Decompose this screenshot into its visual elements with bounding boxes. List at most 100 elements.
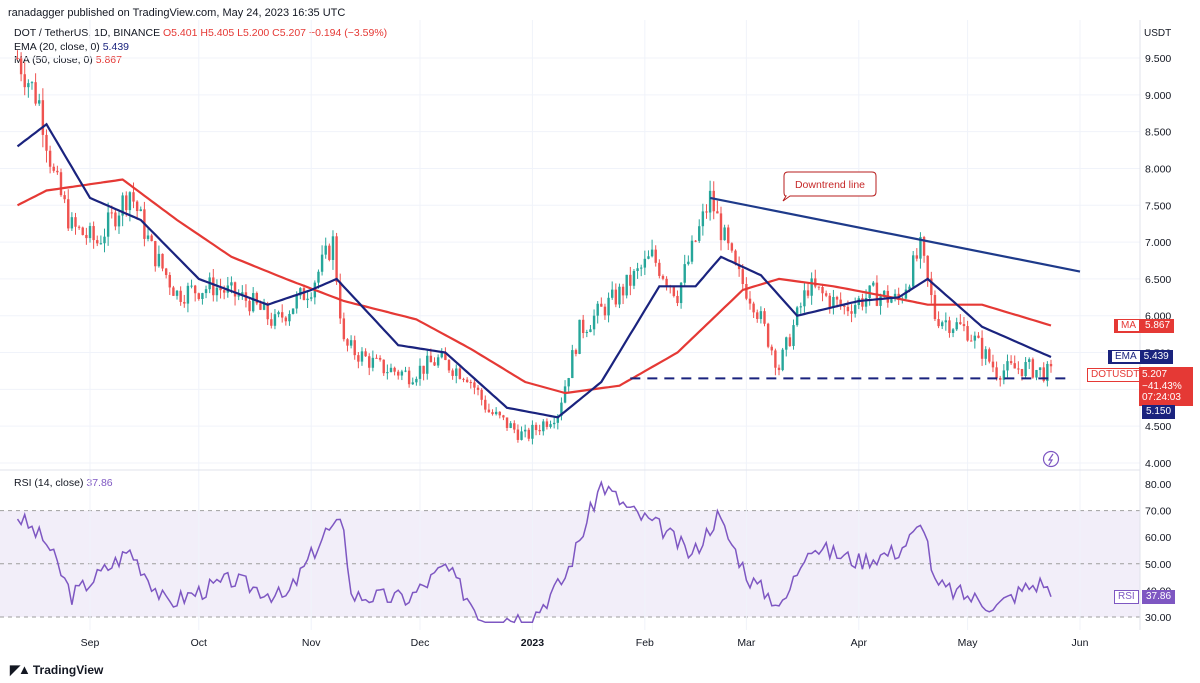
candle-body — [893, 293, 897, 300]
candle-body — [970, 340, 973, 342]
candle-body — [92, 226, 95, 241]
candle-body — [552, 422, 556, 425]
candle-body — [930, 278, 933, 296]
rsi-tick-label: 80.00 — [1145, 479, 1171, 491]
legend-symbol: DOT / TetherUS, 1D, BINANCE — [14, 27, 161, 39]
rsi-tick-label: 60.00 — [1145, 532, 1171, 544]
candle-body — [1020, 368, 1024, 377]
candle-body — [872, 282, 875, 286]
candle-body — [273, 314, 277, 326]
tradingview-logo[interactable]: ◤▲ TradingView — [10, 662, 103, 678]
candle-body — [219, 287, 222, 291]
candle-body — [52, 166, 55, 171]
legend-ema-value: 5.439 — [102, 40, 129, 53]
ema-tag-label: EMA — [1112, 351, 1140, 362]
time-tick-label: Nov — [302, 637, 321, 649]
candle-body — [38, 100, 41, 104]
candle-body — [574, 350, 578, 354]
rsi-tag-label: RSI — [1114, 590, 1139, 604]
candle-body — [81, 227, 84, 235]
candle-body — [926, 255, 929, 279]
candle-body — [502, 415, 505, 418]
candle-body — [806, 290, 810, 296]
candle-body — [810, 278, 813, 296]
candle-body — [770, 346, 773, 351]
candle-body — [320, 254, 324, 272]
candle-body — [911, 255, 915, 287]
candle-body — [864, 298, 868, 307]
candle-body — [106, 212, 110, 237]
candle-body — [34, 82, 37, 104]
candle-body — [121, 195, 124, 216]
candle-body — [179, 290, 182, 302]
candle-body — [324, 245, 327, 255]
candle-body — [349, 340, 353, 346]
candle-body — [687, 261, 690, 265]
candle-body — [563, 386, 567, 403]
price-tick-label: 7.500 — [1145, 200, 1171, 212]
time-tick-label: Mar — [737, 637, 756, 649]
candle-body — [157, 253, 161, 267]
rsi-legend-label: RSI (14, close) — [14, 477, 84, 489]
candle-body — [132, 192, 135, 202]
candle-body — [277, 312, 280, 315]
candle-body — [629, 274, 632, 286]
candle-body — [792, 325, 795, 346]
candle-body — [676, 295, 679, 304]
candle-body — [679, 282, 683, 304]
price-tick-label: 7.000 — [1145, 237, 1171, 249]
candle-body — [712, 190, 715, 212]
candle-body — [937, 319, 940, 327]
candle-body — [545, 421, 549, 427]
candle-body — [1038, 367, 1042, 371]
symbol-price: 5.207 — [1142, 369, 1168, 380]
candle-body — [741, 269, 744, 285]
candle-body — [16, 58, 19, 59]
candle-body — [640, 267, 643, 269]
candle-body — [476, 387, 480, 390]
candle-body — [291, 308, 295, 314]
price-tick-label: 8.000 — [1145, 163, 1171, 175]
candle-body — [999, 377, 1002, 380]
candle-body — [824, 293, 828, 296]
currency-label: USDT — [1144, 28, 1172, 39]
publisher-header: ranadagger published on TradingView.com,… — [8, 7, 346, 19]
candle-body — [567, 378, 570, 387]
candle-body — [1017, 368, 1020, 370]
candle-body — [418, 365, 422, 379]
candle-body — [549, 424, 552, 427]
candle-body — [781, 349, 784, 371]
candle-body — [103, 236, 106, 244]
candle-body — [45, 134, 48, 151]
candle-body — [505, 417, 509, 428]
candle-body — [955, 322, 958, 330]
candle-body — [799, 306, 802, 308]
candle-body — [237, 295, 240, 297]
candle-body — [1035, 370, 1038, 378]
downtrend-line[interactable] — [709, 196, 1081, 273]
candle-body — [19, 58, 23, 75]
candle-body — [977, 335, 980, 338]
time-tick-label: Jun — [1072, 637, 1089, 649]
candle-body — [473, 382, 476, 388]
candle-body — [1042, 367, 1045, 381]
candle-body — [67, 199, 70, 229]
downtrend-callout[interactable]: Downtrend line — [782, 171, 877, 202]
callout-text: Downtrend line — [795, 179, 865, 191]
price-tick-label: 9.000 — [1145, 90, 1171, 102]
candle-body — [643, 258, 647, 268]
time-tick-label: Feb — [636, 637, 654, 649]
candle-body — [1002, 370, 1006, 380]
candle-body — [190, 285, 193, 287]
rsi-tick-label: 30.00 — [1145, 612, 1171, 624]
lightning-icon[interactable] — [1042, 450, 1060, 468]
rsi-tick-label: 70.00 — [1145, 506, 1171, 518]
candle-body — [386, 372, 389, 374]
candle-body — [41, 100, 45, 135]
price-tick-label: 4.500 — [1145, 421, 1171, 433]
candle-body — [484, 399, 487, 410]
candle-body — [621, 286, 625, 296]
legend-ma-row: MA (50, close, 0) 5.867 — [14, 54, 387, 68]
candle-body — [951, 329, 955, 333]
